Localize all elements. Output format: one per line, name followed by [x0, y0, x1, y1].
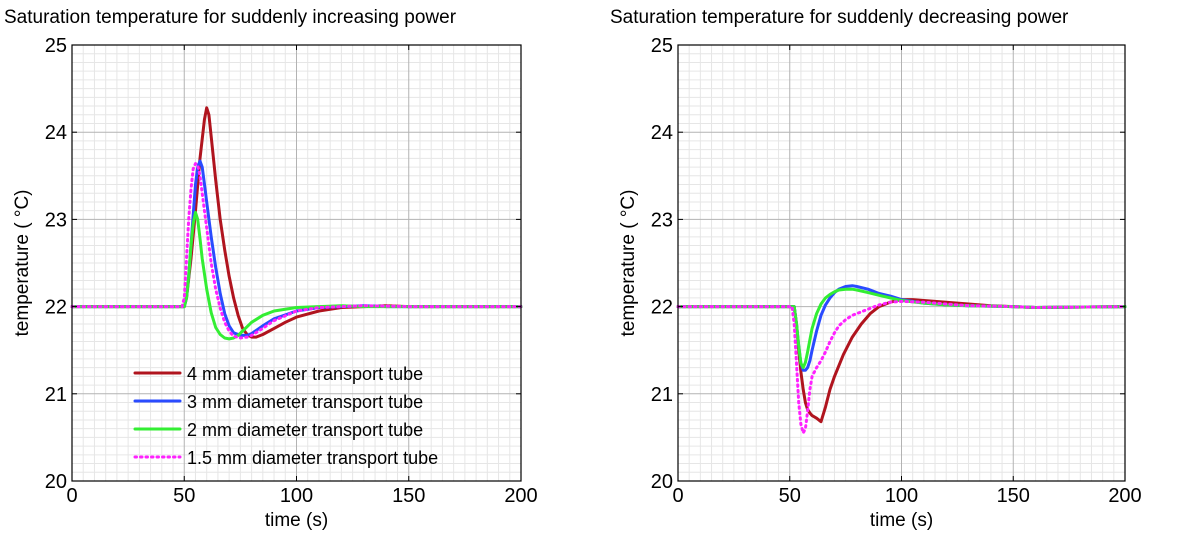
series-line-1-5mm	[70, 162, 523, 340]
x-tick-label: 50	[779, 485, 801, 507]
y-axis-label: temperature ( °C)	[618, 190, 639, 337]
legend-label: 1.5 mm diameter transport tube	[187, 448, 438, 468]
series-line-2mm	[70, 210, 523, 341]
y-tick-label: 25	[651, 35, 673, 57]
legend-label: 4 mm diameter transport tube	[187, 364, 423, 384]
legend-label: 3 mm diameter transport tube	[187, 392, 423, 412]
x-tick-label: 100	[280, 485, 313, 507]
y-tick-label: 23	[45, 209, 67, 231]
legend-label: 2 mm diameter transport tube	[187, 420, 423, 440]
series-line-2mm	[676, 287, 1127, 370]
x-tick-label: 200	[504, 485, 537, 507]
x-tick-label: 0	[66, 485, 77, 507]
chart-increasing-power: 0 50 100 150 200 20 21 22 23 24 25 Saturation tempe…	[4, 7, 538, 531]
y-tick-label: 20	[651, 471, 673, 493]
series-line-4mm	[676, 298, 1127, 424]
y-tick-label: 22	[45, 297, 67, 319]
y-tick-label: 24	[45, 122, 67, 144]
chart-title: Saturation temperature for suddenly decr…	[610, 7, 1069, 28]
y-tick-label: 21	[45, 384, 67, 406]
series-line-1-5mm	[676, 299, 1127, 435]
chart-title: Saturation temperature for suddenly incr…	[4, 7, 457, 28]
y-tick-label: 21	[651, 384, 673, 406]
y-tick-label: 23	[651, 209, 673, 231]
y-tick-label: 22	[651, 297, 673, 319]
y-tick-label: 24	[651, 122, 673, 144]
y-tick-label: 20	[45, 471, 67, 493]
x-tick-label: 100	[885, 485, 918, 507]
y-axis-label: temperature ( °C)	[12, 190, 33, 337]
x-tick-label: 50	[173, 485, 195, 507]
chart-decreasing-power: 0 50 100 150 200 20 21 22 23 24 25 Saturation tempe…	[610, 7, 1142, 531]
x-tick-label: 0	[672, 485, 683, 507]
x-tick-label: 150	[997, 485, 1030, 507]
x-tick-label: 150	[392, 485, 425, 507]
x-tick-label: 200	[1108, 485, 1141, 507]
y-tick-label: 25	[45, 35, 67, 57]
x-axis-label: time (s)	[265, 510, 328, 531]
x-axis-label: time (s)	[870, 510, 933, 531]
